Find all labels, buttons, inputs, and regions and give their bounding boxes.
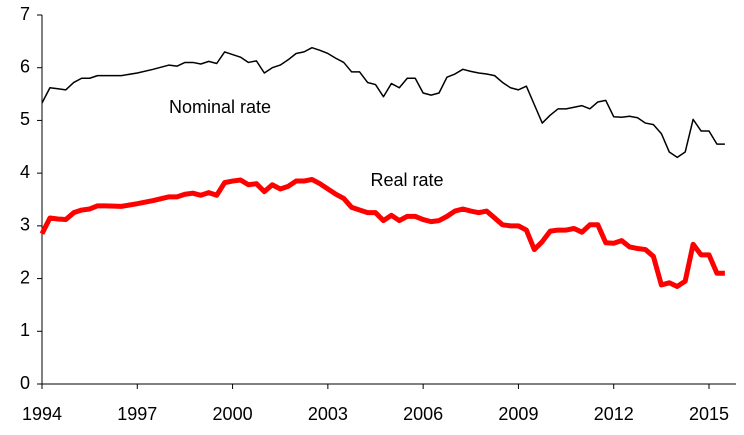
series-label: Nominal rate [169, 97, 271, 117]
y-tick-label: 5 [20, 109, 30, 129]
x-tick-label: 2006 [403, 404, 443, 424]
y-tick-label: 7 [20, 4, 30, 24]
series-label: Real rate [370, 170, 443, 190]
line-series [41, 46, 725, 159]
y-tick-label: 2 [20, 267, 30, 287]
x-tick-label: 2012 [594, 404, 634, 424]
x-tick-label: 2003 [308, 404, 348, 424]
y-tick-label: 6 [20, 56, 30, 76]
x-tick-label: 2009 [498, 404, 538, 424]
y-tick-label: 3 [20, 215, 30, 235]
y-tick-label: 4 [20, 162, 30, 182]
x-tick-label: 1994 [22, 404, 62, 424]
line-series [39, 176, 725, 289]
x-tick-label: 2015 [689, 404, 729, 424]
x-tick-label: 2000 [213, 404, 253, 424]
y-tick-label: 1 [20, 320, 30, 340]
y-tick-label: 0 [20, 373, 30, 393]
x-tick-label: 1997 [117, 404, 157, 424]
